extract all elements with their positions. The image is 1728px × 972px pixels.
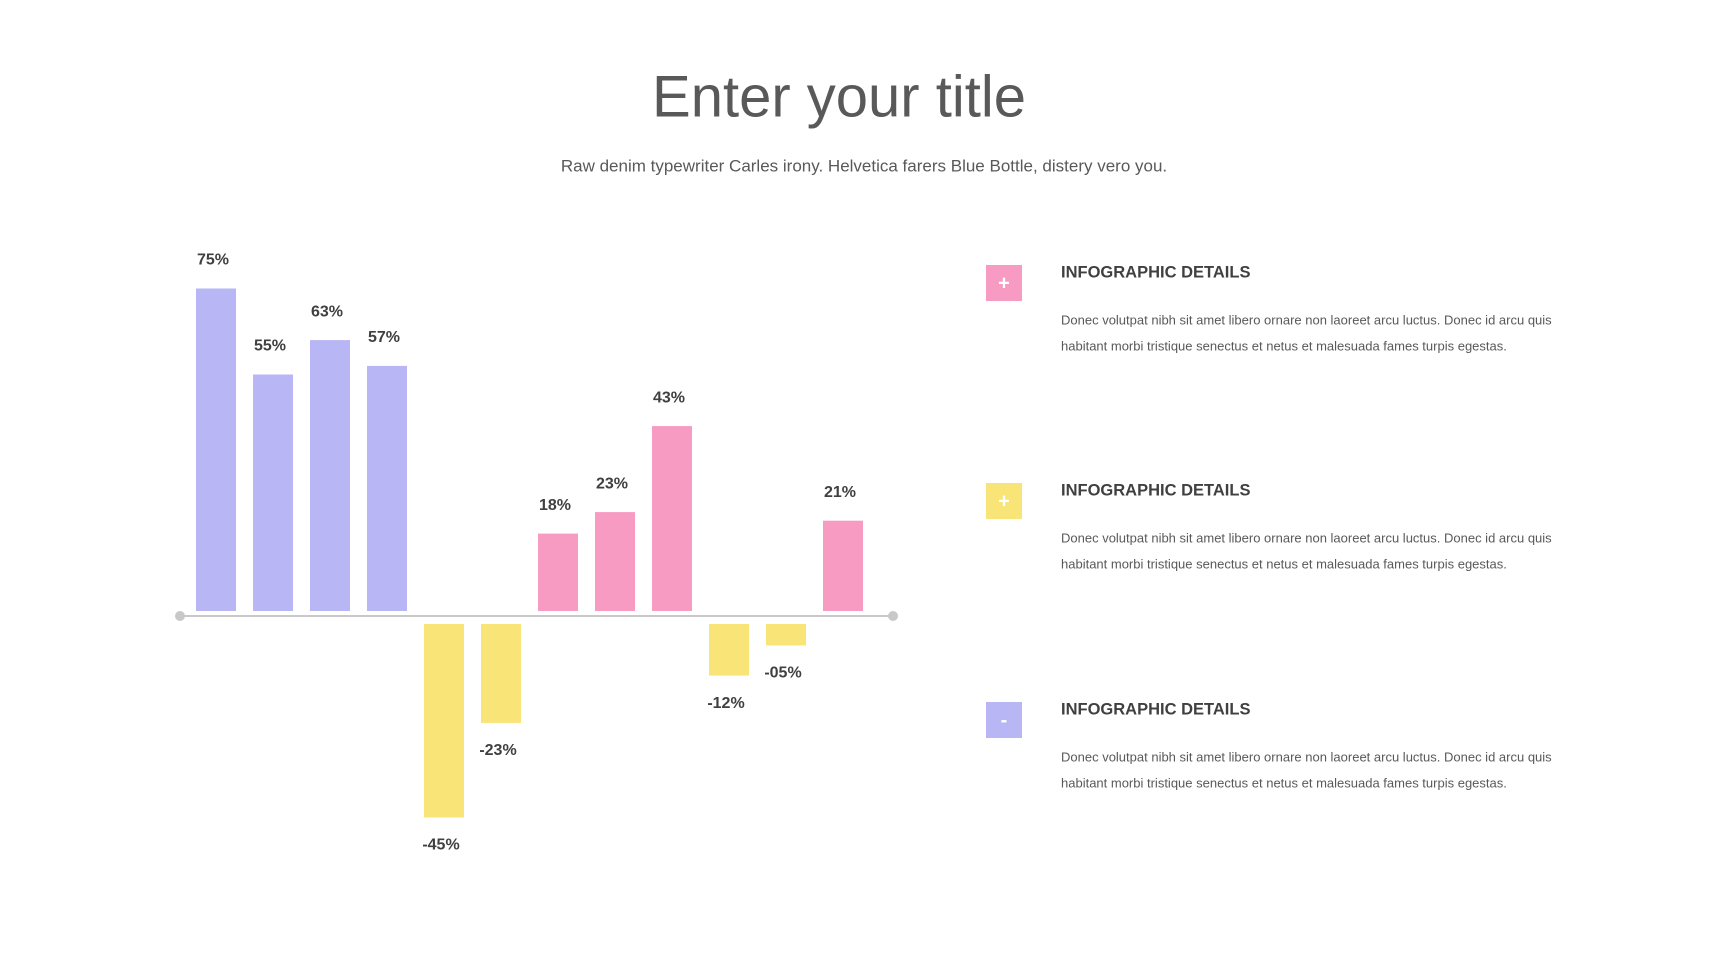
- value-label: 55%: [254, 338, 286, 355]
- detail-icon: [986, 702, 1022, 738]
- detail-body: habitant morbi tristique senectus et net…: [1061, 556, 1507, 571]
- detail-icon-text: +: [998, 490, 1010, 512]
- detail-icon-text: +: [998, 272, 1010, 294]
- detail-icon: [986, 483, 1022, 519]
- value-label: 75%: [197, 252, 229, 269]
- bar: [481, 624, 521, 723]
- value-label: -05%: [764, 665, 801, 682]
- value-label: 43%: [653, 389, 685, 406]
- value-label: 18%: [539, 497, 571, 514]
- detail-body: Donec volutpat nibh sit amet libero orna…: [1061, 530, 1552, 545]
- detail-icon-text: -: [1001, 709, 1008, 731]
- subtitle: Raw denim typewriter Carles irony. Helve…: [561, 156, 1167, 175]
- detail-body: Donec volutpat nibh sit amet libero orna…: [1061, 312, 1552, 327]
- detail-body: habitant morbi tristique senectus et net…: [1061, 338, 1507, 353]
- detail-body: habitant morbi tristique senectus et net…: [1061, 775, 1507, 790]
- value-label: 63%: [311, 303, 343, 320]
- bar: [652, 426, 692, 611]
- bar: [709, 624, 749, 676]
- value-label: 23%: [596, 475, 628, 492]
- detail-heading: INFOGRAPHIC DETAILS: [1061, 700, 1250, 718]
- baseline-end: [175, 611, 185, 621]
- detail-body: Donec volutpat nibh sit amet libero orna…: [1061, 749, 1552, 764]
- bar: [766, 624, 806, 646]
- value-label: 57%: [368, 329, 400, 346]
- value-label: 21%: [824, 484, 856, 501]
- bar: [823, 520, 863, 611]
- title: Enter your title: [652, 64, 1026, 129]
- bar: [424, 624, 464, 818]
- bar: [253, 374, 293, 611]
- bar: [595, 512, 635, 611]
- bar: [367, 365, 407, 611]
- detail-heading: INFOGRAPHIC DETAILS: [1061, 481, 1250, 499]
- baseline-end: [888, 611, 898, 621]
- detail-icon: [986, 265, 1022, 301]
- value-label: -45%: [422, 837, 459, 854]
- bar: [196, 288, 236, 611]
- value-label: -12%: [707, 695, 744, 712]
- bar: [310, 340, 350, 611]
- value-label: -23%: [479, 742, 516, 759]
- bar: [538, 533, 578, 611]
- detail-heading: INFOGRAPHIC DETAILS: [1061, 263, 1250, 281]
